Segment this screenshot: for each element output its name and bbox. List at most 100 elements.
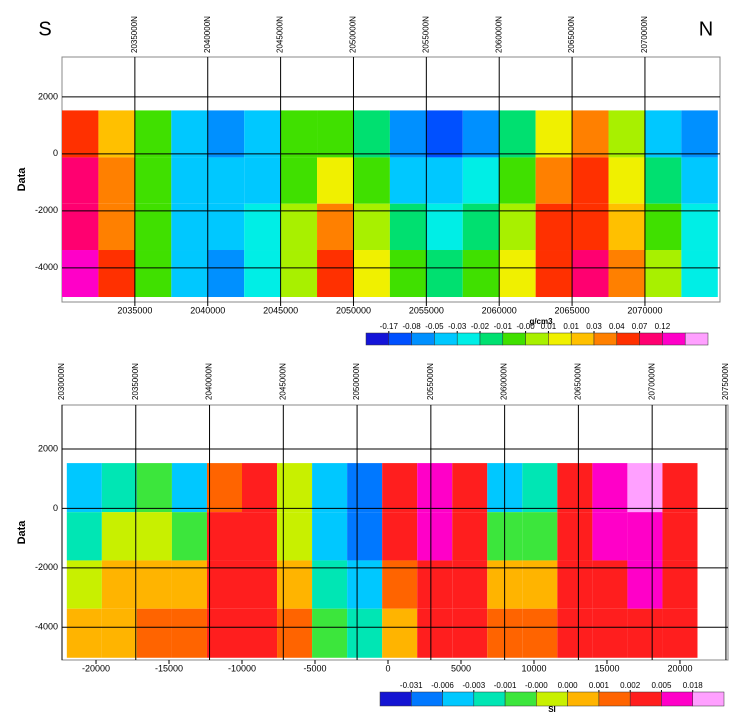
colorbar-label: -0.000	[525, 681, 548, 690]
field-cell	[244, 157, 281, 204]
field-cell	[347, 512, 383, 561]
field-cell	[277, 608, 313, 658]
field-cell	[207, 250, 245, 298]
field-cell	[171, 157, 208, 204]
field-cell	[171, 560, 207, 609]
field-cell	[317, 250, 354, 298]
colorbar-label: -0.02	[471, 322, 490, 331]
field-cell	[207, 203, 245, 251]
colorbar-label: 0.018	[683, 681, 704, 690]
colorbar-cell	[504, 691, 537, 707]
field-cell	[62, 250, 99, 298]
x-tick-label: 20000	[667, 663, 692, 673]
colorbar-cell	[616, 332, 640, 346]
colorbar-cell	[593, 332, 618, 346]
field-cell	[66, 560, 102, 609]
field-cell	[462, 250, 500, 298]
field-cell	[206, 560, 243, 609]
field-cell	[608, 110, 645, 158]
colorbar-label: -0.003	[462, 681, 485, 690]
x2-tick-label: 2060000N	[500, 363, 509, 400]
field-cell	[66, 512, 102, 561]
field-cell	[62, 203, 99, 251]
x-tick-label: 2035000	[117, 305, 152, 315]
colorbar-label: -0.17	[380, 322, 399, 331]
field-cell	[136, 608, 172, 658]
field-cell	[242, 512, 278, 561]
field-cell	[280, 157, 318, 204]
x2-tick-label: 2035000N	[131, 363, 140, 400]
field-cell	[98, 157, 135, 204]
field-cell	[522, 608, 558, 658]
x-tick-label: 2065000	[555, 305, 590, 315]
field-cell	[280, 250, 318, 298]
field-cell	[417, 608, 453, 658]
field-cell	[389, 110, 427, 158]
colorbar-cell	[570, 332, 595, 346]
colorbar-label: -0.00	[516, 322, 535, 331]
field-cell	[312, 560, 348, 609]
x-tick-label: -20000	[82, 663, 110, 673]
x-tick-label: 2040000	[190, 305, 225, 315]
direction-south: S	[38, 18, 51, 40]
colorbar-label: -0.03	[448, 322, 467, 331]
x2-tick-label: 2065000N	[567, 16, 576, 53]
field-cell	[353, 157, 390, 204]
field-cell	[171, 463, 207, 513]
field-cell	[608, 250, 645, 298]
field-cell	[644, 250, 682, 298]
field-cell	[426, 157, 463, 204]
y-axis-label: Data	[16, 167, 28, 192]
colorbar-cell	[379, 691, 412, 707]
field-cell	[572, 110, 609, 158]
field-cell	[244, 110, 281, 158]
y-tick-label: -4000	[35, 262, 58, 272]
colorbar-label: -0.05	[425, 322, 444, 331]
field-cell	[277, 512, 313, 561]
field-cell	[499, 203, 536, 251]
colorbar-label: 0.001	[589, 681, 610, 690]
field-cell	[608, 157, 645, 204]
colorbar-cell	[548, 332, 572, 346]
field-cell	[522, 463, 558, 513]
y-tick-label: 2000	[38, 443, 58, 453]
field-cell	[389, 203, 427, 251]
x-tick-label: 2060000	[482, 305, 517, 315]
y-axis-label: Data	[16, 520, 28, 545]
colorbar-label: 0.005	[651, 681, 672, 690]
field-cell	[417, 512, 453, 561]
colorbar-cell	[388, 332, 412, 346]
field-cell	[280, 110, 318, 158]
field-cell	[62, 157, 99, 204]
field-cell	[382, 512, 418, 561]
x-tick-label: 0	[385, 663, 390, 673]
field-cell	[353, 110, 390, 158]
field-cell	[312, 512, 348, 561]
field-cell	[592, 608, 628, 658]
x-tick-label: 2045000	[263, 305, 298, 315]
field-cell	[382, 608, 418, 658]
colorbar-cell	[473, 691, 506, 707]
x2-tick-label: 2060000N	[494, 16, 503, 53]
field-cell	[452, 463, 488, 513]
field-cell	[206, 463, 243, 513]
field-cell	[644, 110, 682, 158]
field-cell	[66, 463, 102, 513]
colorbar-cell	[502, 332, 526, 346]
x2-tick-label: 2070000N	[647, 363, 656, 400]
colorbar-label: -0.031	[400, 681, 423, 690]
x2-tick-label: 2040000N	[203, 16, 212, 53]
x-tick-label: 5000	[451, 663, 471, 673]
colorbar-cell	[598, 691, 631, 707]
field-cell	[426, 203, 463, 251]
colorbar-cell	[684, 332, 709, 346]
field-cell	[171, 203, 208, 251]
x-tick-label: 15000	[594, 663, 619, 673]
colorbar-cell	[639, 332, 663, 346]
field-cell	[662, 560, 698, 609]
field-cell	[206, 512, 243, 561]
field-cell	[572, 157, 609, 204]
y-tick-label: 0	[53, 148, 58, 158]
field-cell	[98, 110, 135, 158]
colorbar-unit: g/cm3	[529, 317, 553, 326]
